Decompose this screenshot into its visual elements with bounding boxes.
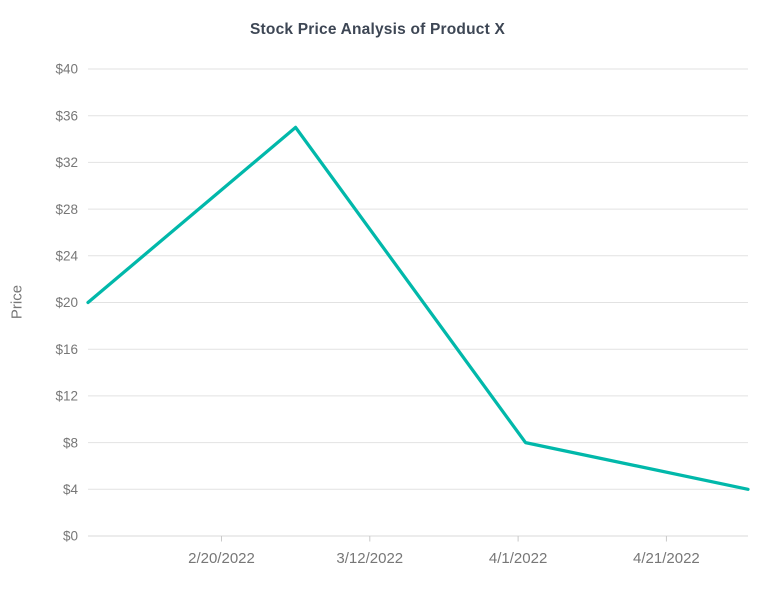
y-tick-label: $36 [55,108,78,123]
series-line [86,125,750,491]
x-tick-label: 2/20/2022 [188,550,255,567]
y-tick-label: $0 [63,529,78,544]
x-tick-label: 3/12/2022 [336,550,403,567]
x-tick-label: 4/1/2022 [489,550,547,567]
y-tick-label: $28 [55,202,78,217]
y-tick-label: $32 [55,155,78,170]
y-tick-label: $8 [63,435,78,450]
y-tick-label: $16 [55,342,78,357]
y-tick-label: $4 [63,482,79,497]
chart-title: Stock Price Analysis of Product X [250,21,505,38]
y-tick-label: $40 [55,62,78,77]
y-tick-label: $20 [55,295,78,310]
y-tick-label: $12 [55,389,78,404]
x-tick-label: 4/21/2022 [633,550,700,567]
y-tick-label: $24 [55,249,78,264]
